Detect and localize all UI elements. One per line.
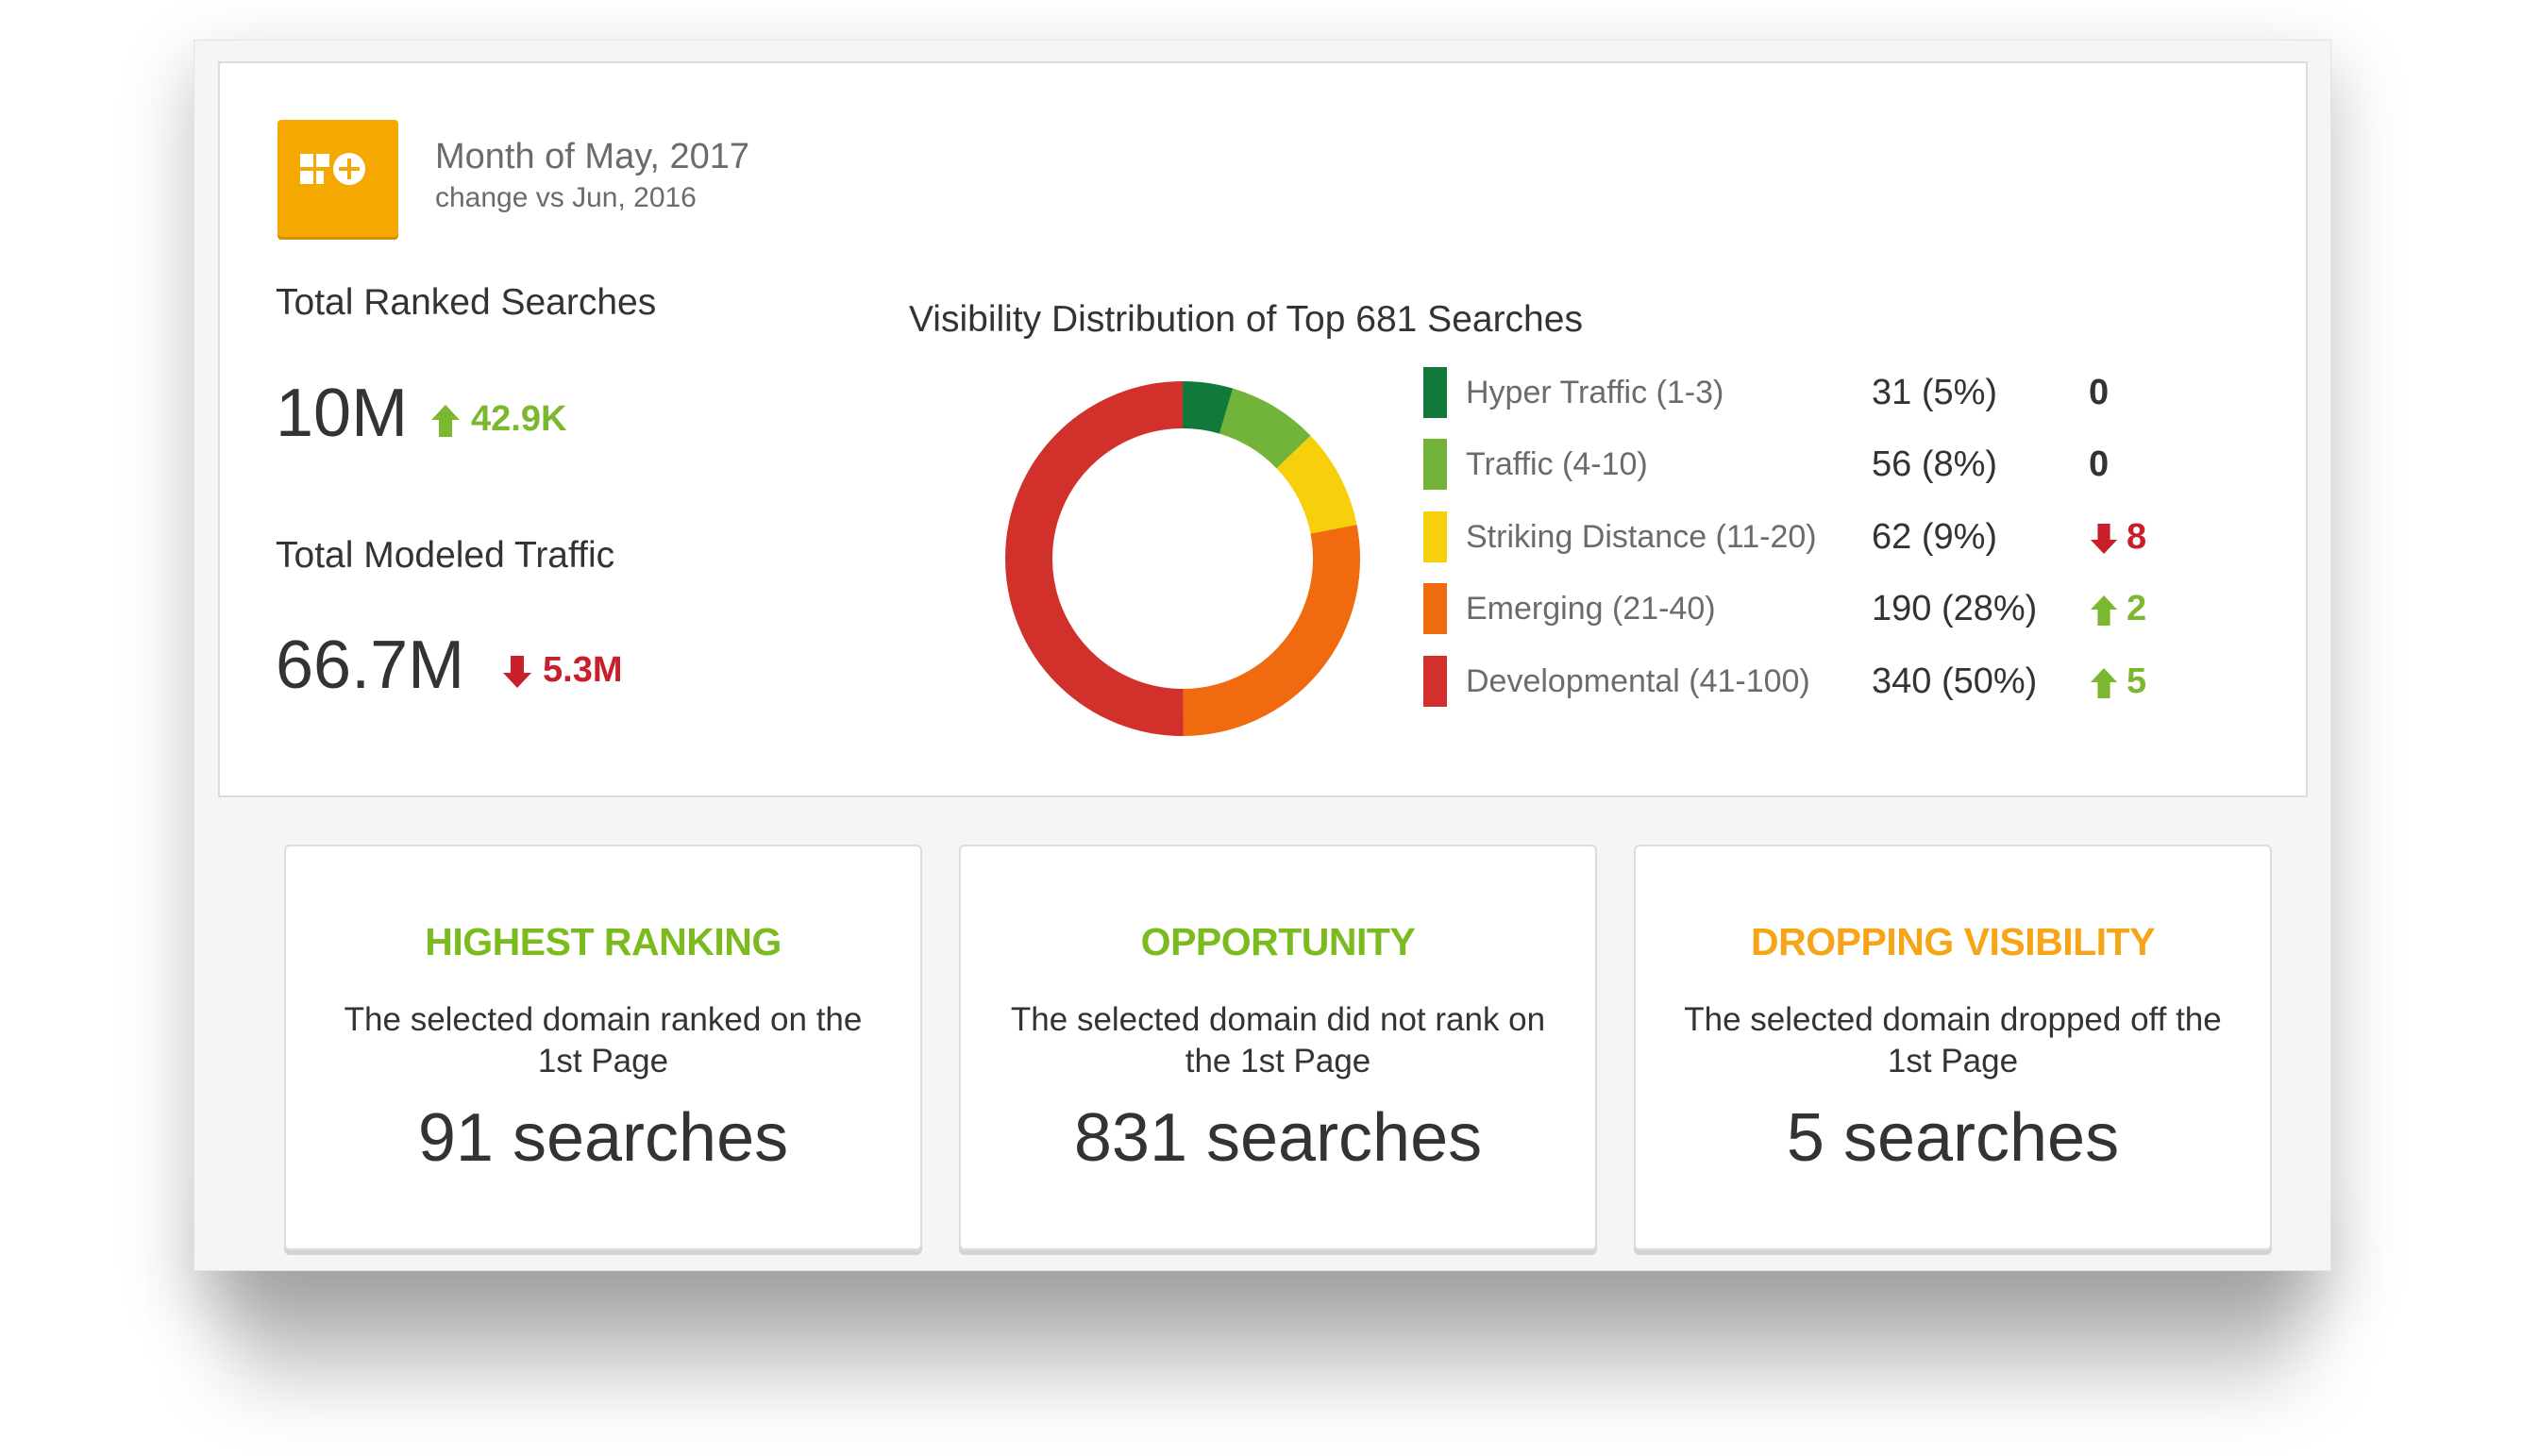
dropping-visibility-description: The selected domain dropped off the 1st … [1684, 1001, 2222, 1079]
donut-slice-traffic [1219, 388, 1311, 469]
seo-clarity-logo-icon [300, 153, 365, 185]
legend-change-value: 0 [2089, 444, 2110, 484]
donut-slice-developmental [1005, 381, 1184, 736]
legend-swatch [1423, 439, 1447, 490]
comparison-period: change vs Jun, 2016 [435, 182, 697, 213]
ranked-delta-value: 42.9K [471, 399, 567, 439]
legend-row-developmental: Developmental (41-100) 340 (50%) 5 [1423, 656, 2178, 707]
legend-count: 31 (5%) [1872, 373, 1998, 412]
report-month: Month of May, 2017 [435, 137, 750, 176]
ranked-searches-label: Total Ranked Searches [276, 282, 657, 323]
dropping-visibility-value: 5 searches [1786, 1100, 2120, 1176]
legend-change-value: 8 [2127, 517, 2147, 557]
legend-change-value: 0 [2089, 373, 2110, 412]
legend-change: 8 [2089, 517, 2146, 558]
legend-change: 2 [2089, 589, 2146, 629]
donut-slice-hyper-traffic [1182, 381, 1234, 434]
arrow-down-icon [503, 655, 531, 688]
app-logo [277, 120, 398, 237]
opportunity-title: OPPORTUNITY [1140, 920, 1416, 963]
dropping-visibility-title: DROPPING VISIBILITY [1751, 920, 2155, 963]
legend-row-striking-distance: Striking Distance (11-20) 62 (9%) 8 [1423, 511, 2178, 562]
legend-change: 0 [2089, 373, 2109, 413]
donut-slice-emerging [1183, 525, 1360, 736]
legend-change-value: 5 [2127, 661, 2147, 701]
legend-change: 5 [2089, 661, 2146, 702]
summary-card: Month of May, 2017 change vs Jun, 2016 T… [218, 61, 2308, 797]
legend-change: 0 [2089, 444, 2109, 485]
legend-row-hyper-traffic: Hyper Traffic (1-3) 31 (5%) 0 [1423, 367, 2178, 418]
legend-label: Traffic (4-10) [1466, 446, 1648, 482]
dashboard-panel: Month of May, 2017 change vs Jun, 2016 T… [193, 40, 2331, 1271]
opportunity-description: The selected domain did not rank on the … [1010, 1001, 1546, 1079]
legend-swatch [1423, 511, 1447, 562]
highest-ranking-card: HIGHEST RANKING The selected domain rank… [284, 845, 922, 1250]
ranked-searches-delta: 42.9K [429, 399, 566, 440]
ranked-searches-value: 10M [276, 376, 409, 451]
modeled-traffic-value: 66.7M [276, 628, 465, 703]
legend-swatch [1423, 656, 1447, 707]
legend-swatch [1423, 367, 1447, 418]
arrow-up-icon [2090, 667, 2118, 698]
legend-count: 190 (28%) [1872, 589, 2038, 628]
legend-label: Striking Distance (11-20) [1466, 519, 1817, 555]
opportunity-card: OPPORTUNITY The selected domain did not … [959, 845, 1597, 1250]
chart-title: Visibility Distribution of Top 681 Searc… [909, 299, 1583, 340]
opportunity-value: 831 searches [1073, 1100, 1483, 1176]
dropping-visibility-card: DROPPING VISIBILITY The selected domain … [1634, 845, 2272, 1250]
highest-ranking-value: 91 searches [417, 1100, 789, 1176]
legend-swatch [1423, 583, 1447, 634]
legend-row-emerging: Emerging (21-40) 190 (28%) 2 [1423, 583, 2178, 634]
legend-label: Developmental (41-100) [1466, 663, 1810, 699]
legend-count: 340 (50%) [1872, 661, 2038, 701]
legend-count: 56 (8%) [1872, 444, 1998, 484]
legend-row-traffic: Traffic (4-10) 56 (8%) 0 [1423, 439, 2178, 490]
modeled-traffic-delta: 5.3M [501, 650, 622, 691]
donut-slice-striking-distance [1275, 435, 1357, 535]
arrow-up-icon [2090, 594, 2118, 626]
traffic-delta-value: 5.3M [543, 650, 623, 690]
highest-ranking-description: The selected domain ranked on the 1st Pa… [344, 1001, 863, 1079]
visibility-donut-chart [1005, 381, 1360, 736]
legend-label: Emerging (21-40) [1466, 591, 1716, 627]
arrow-down-icon [2090, 523, 2118, 554]
legend-count: 62 (9%) [1872, 517, 1998, 557]
highest-ranking-title: HIGHEST RANKING [425, 920, 782, 963]
arrow-up-icon [431, 404, 460, 437]
legend-change-value: 2 [2127, 589, 2147, 628]
modeled-traffic-label: Total Modeled Traffic [276, 535, 615, 576]
legend-label: Hyper Traffic (1-3) [1466, 375, 1724, 410]
